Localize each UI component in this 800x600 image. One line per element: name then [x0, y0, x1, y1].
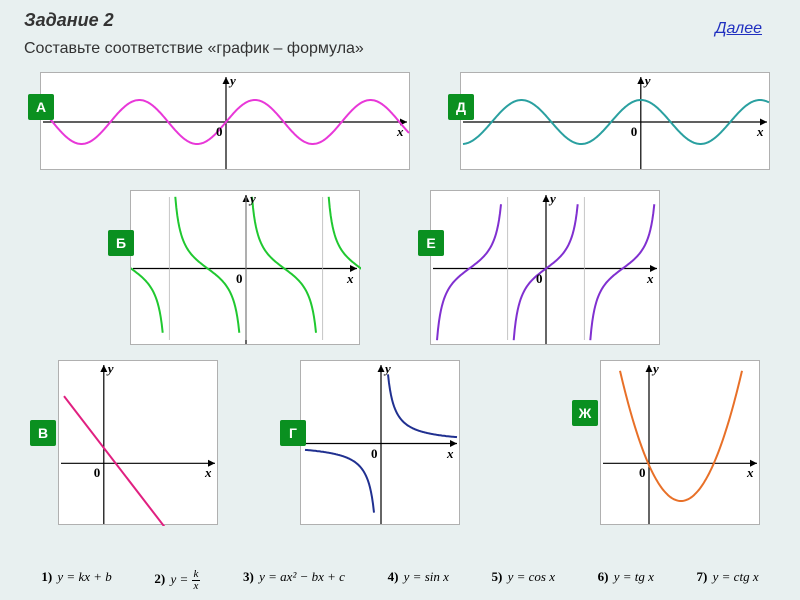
- y-axis-label: y: [653, 361, 659, 377]
- origin-label: 0: [94, 465, 101, 481]
- y-axis-label: y: [550, 191, 556, 207]
- formula-7: 7) y = ctg x: [697, 569, 759, 592]
- x-axis-label: x: [647, 271, 654, 287]
- x-axis-label: x: [397, 124, 404, 140]
- y-axis-label: y: [230, 73, 236, 89]
- badge-G: Г: [280, 420, 306, 446]
- y-axis-label: y: [385, 361, 391, 377]
- formula-4: 4) y = sin x: [388, 569, 449, 592]
- x-axis-label: x: [747, 465, 754, 481]
- badge-E: Е: [418, 230, 444, 256]
- badge-B: Б: [108, 230, 134, 256]
- origin-label: 0: [371, 446, 378, 462]
- formula-1: 1) y = kx + b: [41, 569, 111, 592]
- graph-panel-Zh: x y 0: [600, 360, 760, 525]
- badge-Zh: Ж: [572, 400, 598, 426]
- y-axis-label: y: [108, 361, 114, 377]
- formula-6: 6) y = tg x: [598, 569, 654, 592]
- formula-2: 2) y = kx: [154, 569, 200, 592]
- y-axis-label: y: [250, 191, 256, 207]
- badge-D: Д: [448, 94, 474, 120]
- task-title: Задание 2: [24, 10, 114, 31]
- origin-label: 0: [631, 124, 638, 140]
- origin-label: 0: [536, 271, 543, 287]
- origin-label: 0: [236, 271, 243, 287]
- x-axis-label: x: [205, 465, 212, 481]
- next-link[interactable]: Далее: [715, 20, 762, 38]
- graph-panel-G: x y 0: [300, 360, 460, 525]
- graph-panel-D: x y 0: [460, 72, 770, 170]
- graph-panel-B: x y 0: [130, 190, 360, 345]
- formula-5: 5) y = cos x: [492, 569, 556, 592]
- formula-3: 3) y = ax² − bx + c: [243, 569, 345, 592]
- formula-row: 1) y = kx + b 2) y = kx 3) y = ax² − bx + …: [0, 569, 800, 592]
- x-axis-label: x: [347, 271, 354, 287]
- origin-label: 0: [639, 465, 646, 481]
- y-axis-label: y: [645, 73, 651, 89]
- task-subtitle: Составьте соответствие «график – формула…: [24, 40, 364, 58]
- x-axis-label: x: [757, 124, 764, 140]
- graph-panel-V: x y 0: [58, 360, 218, 525]
- graph-panel-A: x y 0: [40, 72, 410, 170]
- badge-A: А: [28, 94, 54, 120]
- origin-label: 0: [216, 124, 223, 140]
- graph-panel-E: x y 0: [430, 190, 660, 345]
- badge-V: В: [30, 420, 56, 446]
- x-axis-label: x: [447, 446, 454, 462]
